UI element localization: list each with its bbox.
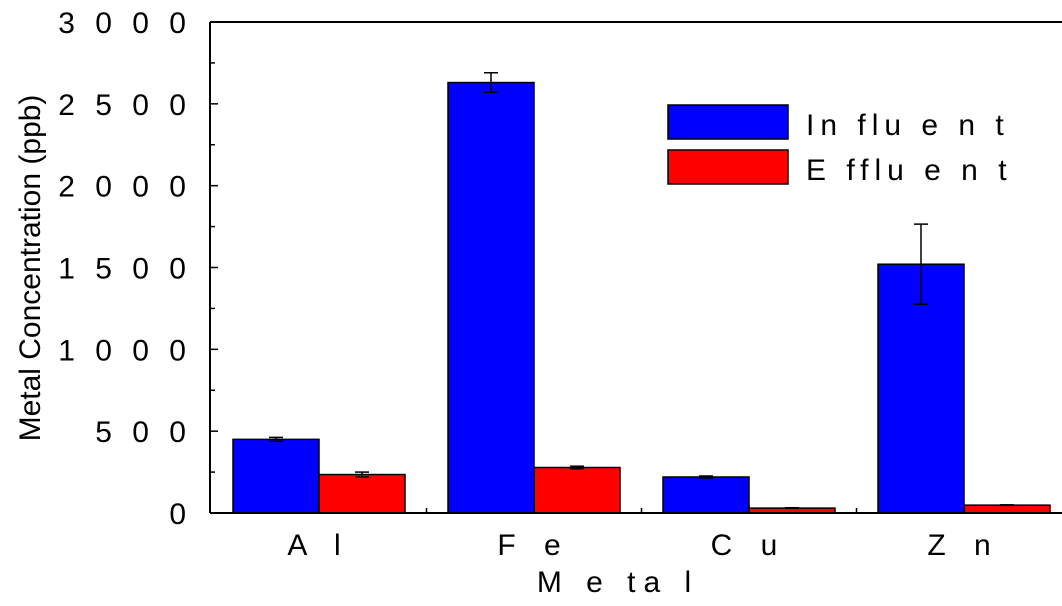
y-tick-label: 1 5 0 0 [58, 253, 192, 286]
bar-effluent-zn [963, 504, 1051, 514]
y-axis-title: Metal Concentration (ppb) [14, 95, 47, 442]
x-tick-label: Z n [927, 529, 1000, 562]
x-tick-label: F e [497, 529, 570, 562]
bar-influent-fe [447, 81, 535, 514]
x-tick-label: C u [711, 529, 788, 562]
legend: In flu e n t E fflu e n t [667, 104, 1013, 187]
bar-effluent-fe [533, 466, 621, 514]
y-tick-label: 3 0 0 0 [58, 7, 192, 40]
x-tick-label: A l [287, 529, 350, 562]
bar-influent-al [232, 438, 320, 514]
bar-influent-zn [877, 263, 965, 514]
y-tick-label: 2 0 0 0 [58, 171, 192, 204]
y-tick-label: 1 0 0 0 [58, 334, 192, 367]
error-bars-layer [269, 71, 1014, 510]
y-tick-label: 0 [169, 498, 192, 531]
legend-label-effluent: E fflu e n t [806, 154, 1013, 187]
y-tick-label: 5 0 0 [95, 416, 192, 449]
bars-layer [232, 81, 1051, 514]
bar-influent-cu [662, 476, 750, 514]
legend-swatch-influent [667, 104, 789, 140]
legend-label-influent: In flu e n t [806, 109, 1010, 142]
y-tick-label: 2 5 0 0 [58, 89, 192, 122]
x-axis-title: M e ta l [537, 566, 699, 599]
bar-effluent-al [318, 473, 406, 514]
y-ticks-layer: 0 5 0 0 1 0 0 0 1 5 0 0 2 0 0 0 2 5 0 0 3 0 0 … [58, 7, 218, 531]
legend-swatch-effluent [667, 149, 789, 185]
